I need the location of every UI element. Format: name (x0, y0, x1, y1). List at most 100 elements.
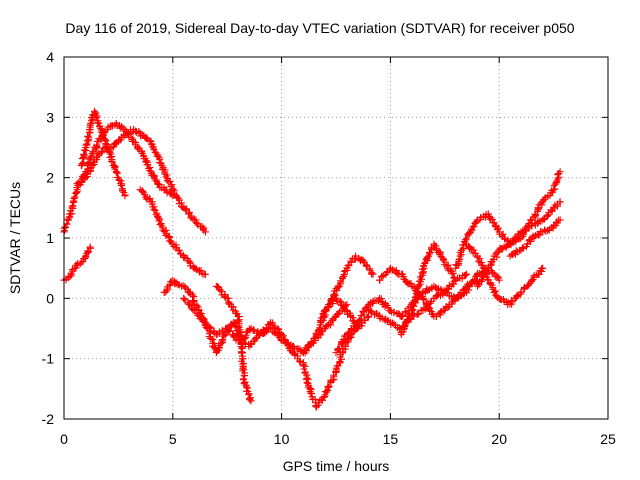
trace-marker (324, 383, 332, 391)
data-point (278, 331, 286, 339)
trace-marker (300, 365, 308, 373)
data-point (321, 325, 329, 332)
trace-marker (534, 205, 542, 213)
trace-marker (390, 320, 398, 328)
data-point (376, 312, 384, 320)
data-point (147, 198, 155, 206)
data-point (212, 282, 220, 290)
data-point (495, 228, 503, 236)
trace-marker (225, 299, 233, 307)
trace-marker (551, 180, 559, 188)
trace-marker (490, 219, 498, 227)
data-point (201, 270, 209, 278)
data-point (121, 131, 129, 139)
trace-marker (93, 141, 101, 149)
data-point (256, 331, 264, 339)
data-point (180, 252, 188, 260)
data-point (234, 312, 242, 320)
data-point (354, 318, 362, 326)
data-point (160, 288, 168, 296)
trace-marker (255, 332, 263, 340)
data-point (212, 349, 220, 357)
trace-marker (61, 223, 69, 231)
trace-marker (237, 329, 245, 337)
data-point (82, 144, 90, 151)
data-point (376, 276, 384, 284)
trace-marker (113, 139, 121, 147)
series-track-c (77, 107, 129, 200)
data-point (138, 150, 146, 158)
data-point (245, 343, 253, 351)
data-point (452, 294, 460, 302)
trace-marker (555, 170, 563, 178)
data-points-layer (60, 107, 564, 411)
trace-marker (467, 228, 475, 236)
trace-marker (449, 269, 457, 277)
trace-marker (473, 217, 481, 225)
trace-marker (314, 327, 322, 335)
data-point (397, 312, 405, 320)
trace-marker (238, 349, 246, 357)
trace-marker (507, 297, 515, 305)
data-point (473, 216, 481, 224)
trace-marker (241, 378, 249, 386)
data-point (343, 306, 351, 314)
y-tick-label: 4 (46, 49, 54, 65)
series-track-o (397, 240, 460, 339)
data-point (223, 325, 231, 332)
trace-marker (151, 176, 159, 184)
data-point (191, 264, 199, 272)
data-point (419, 294, 427, 302)
data-point (77, 162, 85, 170)
y-axis-label: SDTVAR / TECUs (7, 182, 23, 294)
trace-marker (325, 382, 333, 390)
trace-marker (532, 211, 540, 219)
data-point (267, 325, 275, 332)
data-point (108, 156, 116, 164)
series-track-j (299, 294, 373, 357)
x-tick-label: 15 (383, 431, 399, 447)
data-point (212, 331, 220, 339)
data-point (386, 306, 394, 314)
y-tick-label: 2 (46, 170, 54, 186)
x-tick-label: 5 (169, 431, 177, 447)
data-point (330, 373, 338, 381)
x-axis-label: GPS time / hours (283, 458, 390, 474)
trace-marker (190, 297, 198, 305)
trace-marker (365, 265, 373, 273)
data-point (473, 252, 481, 260)
data-point (463, 240, 471, 248)
trace-marker (218, 328, 226, 336)
trace-marker (217, 287, 225, 295)
trace-marker (284, 341, 292, 349)
trace-marker (330, 291, 338, 299)
y-tick-label: 0 (46, 290, 54, 306)
data-point (343, 264, 351, 272)
data-point (180, 204, 188, 212)
series-track-e (136, 186, 209, 278)
trace-marker (274, 325, 282, 333)
data-point (247, 397, 255, 405)
trace-marker (552, 179, 560, 187)
trace-marker (156, 220, 164, 228)
data-point (138, 131, 146, 139)
data-point (169, 240, 177, 248)
data-point (463, 270, 471, 278)
data-point (415, 282, 423, 290)
chart-title: Day 116 of 2019, Sidereal Day-to-day VTE… (65, 20, 574, 36)
data-point (441, 258, 449, 266)
data-point (369, 270, 377, 278)
data-point (317, 318, 325, 326)
data-point (112, 168, 120, 176)
data-point (306, 385, 314, 393)
trace-marker (513, 292, 521, 300)
trace-marker (146, 167, 154, 175)
trace-marker (318, 396, 326, 404)
data-point (550, 204, 558, 212)
data-point (365, 300, 373, 308)
data-point (506, 300, 514, 308)
trace-marker (383, 317, 391, 325)
ticks-layer: 0 5 10 15 20 25 -2 -1 0 1 2 3 4 (42, 49, 616, 447)
data-point (90, 107, 98, 115)
trace-marker (166, 282, 174, 290)
